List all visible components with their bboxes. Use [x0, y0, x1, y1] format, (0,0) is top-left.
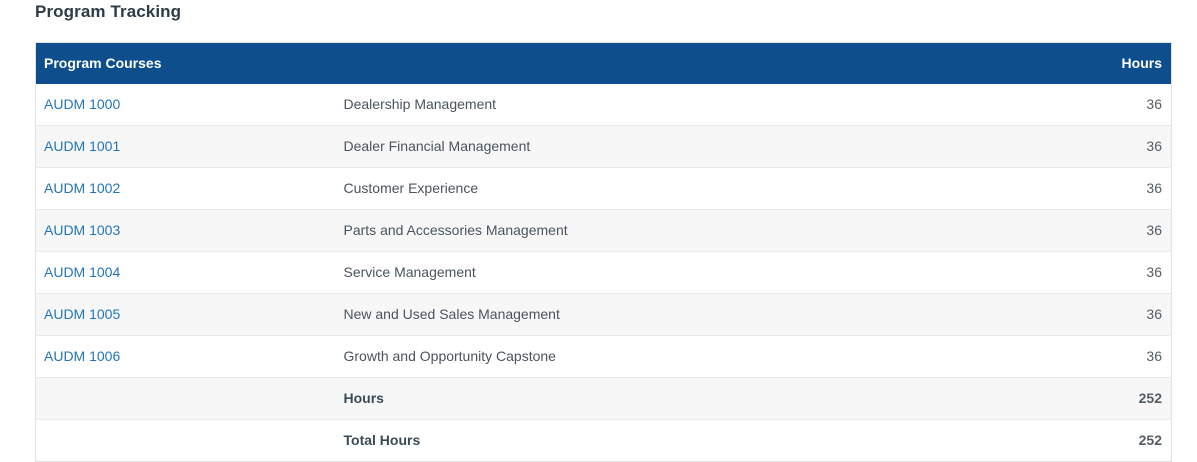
course-link-audm-1002[interactable]: AUDM 1002	[44, 180, 121, 196]
table-header-row: Program Courses Hours	[35, 42, 1172, 84]
course-hours-cell: 36	[1031, 293, 1172, 336]
summary-label-cell: Hours	[335, 377, 1032, 420]
course-title-cell: Service Management	[335, 251, 1032, 294]
column-header-hours: Hours	[1031, 42, 1172, 84]
course-hours-cell: 36	[1031, 209, 1172, 252]
course-hours-cell: 36	[1031, 251, 1172, 294]
course-link-audm-1000[interactable]: AUDM 1000	[44, 96, 121, 112]
summary-label-cell: Total Hours	[335, 419, 1032, 462]
table-row: AUDM 1002 Customer Experience 36	[35, 167, 1172, 210]
table-row: AUDM 1003 Parts and Accessories Manageme…	[35, 209, 1172, 252]
table-row: AUDM 1000 Dealership Management 36	[35, 84, 1172, 126]
course-title-cell: Customer Experience	[335, 167, 1032, 210]
column-header-program-courses: Program Courses	[35, 42, 1032, 84]
course-title-cell: Dealership Management	[335, 84, 1032, 126]
table-row: AUDM 1006 Growth and Opportunity Capston…	[35, 335, 1172, 378]
page-title: Program Tracking	[35, 2, 182, 21]
course-title-cell: Parts and Accessories Management	[335, 209, 1032, 252]
course-link-audm-1006[interactable]: AUDM 1006	[44, 348, 121, 364]
table-row: AUDM 1005 New and Used Sales Management …	[35, 293, 1172, 336]
total-hours-summary-row: Total Hours 252	[35, 419, 1172, 462]
program-courses-table: Program Courses Hours AUDM 1000 Dealersh…	[35, 42, 1172, 462]
course-link-audm-1001[interactable]: AUDM 1001	[44, 138, 121, 154]
course-code-cell: AUDM 1000	[35, 84, 336, 126]
course-title-cell: Growth and Opportunity Capstone	[335, 335, 1032, 378]
course-link-audm-1003[interactable]: AUDM 1003	[44, 222, 121, 238]
course-code-cell: AUDM 1004	[35, 251, 336, 294]
course-title-cell: Dealer Financial Management	[335, 125, 1032, 168]
course-hours-cell: 36	[1031, 84, 1172, 126]
course-hours-cell: 36	[1031, 335, 1172, 378]
course-code-cell: AUDM 1006	[35, 335, 336, 378]
table-row: AUDM 1004 Service Management 36	[35, 251, 1172, 294]
course-link-audm-1005[interactable]: AUDM 1005	[44, 306, 121, 322]
summary-hours-cell: 252	[1031, 377, 1172, 420]
course-title-cell: New and Used Sales Management	[335, 293, 1032, 336]
course-code-cell: AUDM 1001	[35, 125, 336, 168]
course-code-cell: AUDM 1005	[35, 293, 336, 336]
table-row: AUDM 1001 Dealer Financial Management 36	[35, 125, 1172, 168]
course-hours-cell: 36	[1031, 125, 1172, 168]
course-link-audm-1004[interactable]: AUDM 1004	[44, 264, 121, 280]
hours-summary-row: Hours 252	[35, 377, 1172, 420]
empty-cell	[35, 419, 336, 462]
course-code-cell: AUDM 1003	[35, 209, 336, 252]
summary-hours-cell: 252	[1031, 419, 1172, 462]
empty-cell	[35, 377, 336, 420]
course-hours-cell: 36	[1031, 167, 1172, 210]
course-code-cell: AUDM 1002	[35, 167, 336, 210]
